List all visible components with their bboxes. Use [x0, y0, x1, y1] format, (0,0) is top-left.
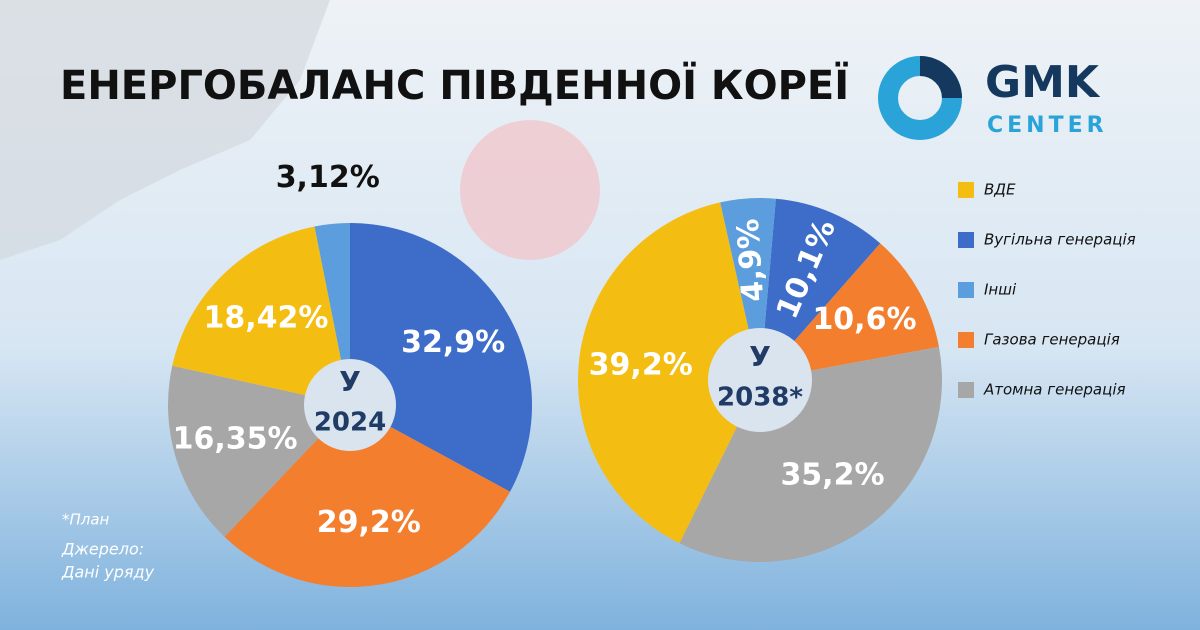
- legend-label: Газова генерація: [984, 331, 1120, 349]
- center-prefix: У: [339, 365, 361, 398]
- legend-swatch: [958, 232, 974, 248]
- logo-text: GMK: [985, 57, 1101, 108]
- legend-label: Вугільна генерація: [984, 231, 1136, 249]
- pie-slice: [224, 405, 511, 587]
- pie-slice: [679, 346, 942, 563]
- legend-swatch: [958, 182, 974, 198]
- flag-emblem: [460, 120, 600, 260]
- donut-hole: [304, 359, 396, 451]
- value-label: 29,2%: [317, 505, 421, 540]
- value-label: 32,9%: [401, 325, 505, 360]
- donut-hole: [708, 328, 812, 432]
- logo-icon-part: [919, 56, 962, 99]
- legend-swatch: [958, 382, 974, 398]
- value-label: 39,2%: [589, 347, 693, 382]
- center-label: 2038*: [717, 383, 803, 413]
- legend-label: ВДЕ: [984, 181, 1016, 199]
- value-label: 4,9%: [731, 218, 771, 303]
- value-label: 16,35%: [173, 422, 298, 457]
- legend-swatch: [958, 282, 974, 298]
- footnote: *План: [62, 511, 110, 529]
- value-label: 18,42%: [203, 301, 328, 336]
- center-label: 2024: [314, 408, 386, 438]
- title: ЕНЕРГОБАЛАНС ПІВДЕННОЇ КОРЕЇ: [60, 61, 849, 109]
- map-shape: [0, 0, 330, 260]
- value-label: 3,12%: [276, 160, 380, 195]
- value-label: 35,2%: [780, 457, 884, 492]
- legend-swatch: [958, 332, 974, 348]
- pie-slice: [172, 226, 350, 405]
- center-prefix: У: [749, 340, 771, 373]
- value-label: 10,6%: [812, 302, 916, 337]
- pie-slice: [578, 202, 760, 544]
- source-label: Джерело:: [61, 540, 144, 559]
- source: Дані уряду: [61, 563, 155, 582]
- pie-slice: [760, 198, 881, 380]
- legend-label: Атомна генерація: [983, 381, 1126, 399]
- legend-label: Інші: [984, 281, 1017, 299]
- pie-slice: [350, 223, 532, 492]
- logo-subtext: CENTER: [987, 113, 1108, 138]
- pie-slice: [314, 223, 350, 405]
- pie-slice: [760, 243, 939, 380]
